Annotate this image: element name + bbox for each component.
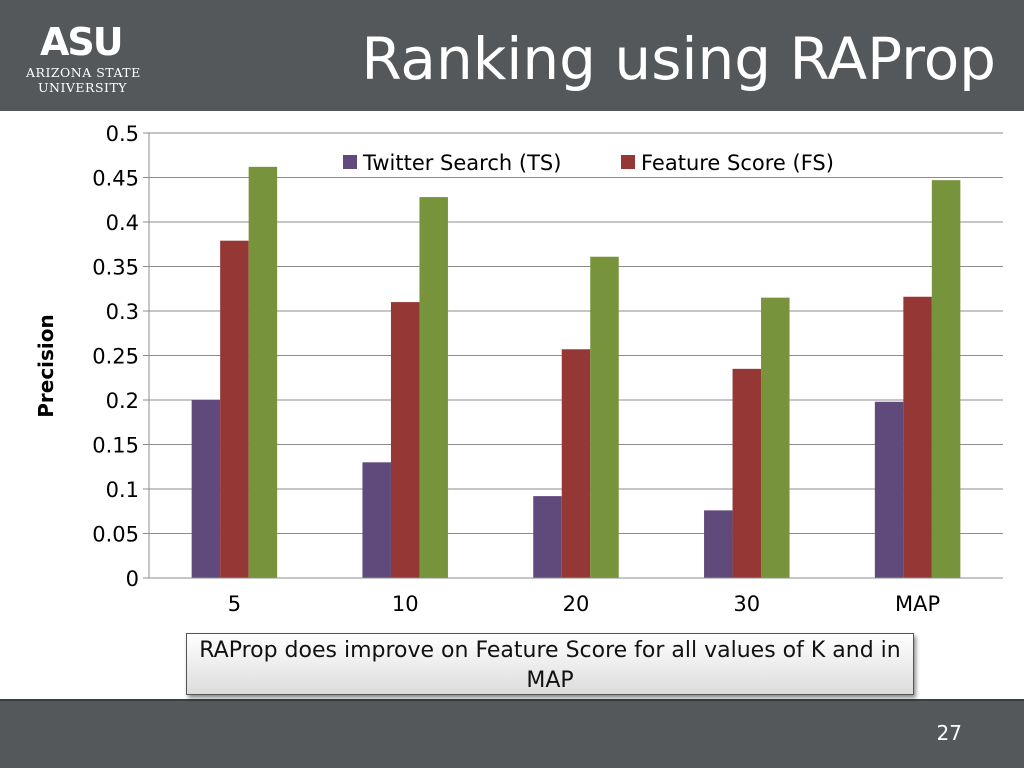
x-tick-label: 5 — [228, 592, 241, 616]
bar-chart: 0 0.05 0.1 0.15 0.2 0.25 0.3 0.35 0.4 0.45 0.5 5 10 2… — [34, 122, 1003, 616]
bar — [220, 240, 249, 578]
y-tick-label: 0.1 — [106, 478, 139, 502]
legend-swatch — [343, 155, 357, 169]
bar — [874, 401, 904, 578]
y-tick-label: 0.5 — [106, 122, 139, 146]
tick-labels: 0 0.05 0.1 0.15 0.2 0.25 0.3 0.35 0.4 0.45 0.5 5 10 2… — [92, 122, 940, 616]
axes — [143, 132, 1003, 579]
y-tick-label: 0.2 — [106, 389, 139, 413]
bar — [191, 400, 221, 578]
bar — [362, 462, 391, 578]
y-tick-label: 0.35 — [92, 256, 139, 280]
y-tick-label: 0 — [126, 567, 139, 591]
bar — [903, 296, 932, 578]
bar — [533, 496, 562, 578]
bar — [732, 368, 762, 578]
bar — [561, 349, 591, 578]
bars — [191, 166, 961, 579]
y-tick-label: 0.45 — [92, 167, 139, 191]
y-tick-label: 0.05 — [92, 523, 139, 547]
y-tick-label: 0.4 — [106, 211, 139, 235]
asu-logo-line1: Arizona State — [26, 65, 141, 80]
slide-title: Ranking using RAProp — [361, 25, 996, 93]
y-axis-label: Precision — [34, 314, 58, 418]
asu-logo-line2: University — [38, 80, 128, 95]
asu-logo: ASU Arizona State University — [26, 20, 140, 98]
bar — [704, 510, 733, 578]
bar — [390, 302, 420, 578]
y-tick-label: 0.15 — [92, 434, 139, 458]
bar — [419, 197, 448, 578]
y-tick-label: 0.25 — [92, 345, 139, 369]
x-tick-label: 30 — [733, 592, 760, 616]
asu-logo-mark: ASU — [40, 20, 124, 64]
bar — [248, 166, 278, 578]
x-tick-label: 20 — [563, 592, 590, 616]
callout-text: RAProp does improve on Feature Score for… — [199, 638, 901, 693]
legend-label: Feature Score (FS) — [641, 151, 834, 175]
callout-box: RAProp does improve on Feature Score for… — [186, 633, 914, 695]
bar — [761, 297, 790, 578]
x-tick-label: MAP — [895, 592, 940, 616]
slide-header: ASU Arizona State University Ranking usi… — [0, 0, 1024, 111]
legend-swatch — [621, 155, 635, 169]
page-number: 27 — [936, 721, 962, 745]
bar — [931, 180, 961, 579]
y-tick-label: 0.3 — [106, 300, 139, 324]
legend-label: Twitter Search (TS) — [362, 151, 561, 175]
x-tick-label: 10 — [392, 592, 419, 616]
slide-footer: 27 — [0, 699, 1024, 768]
legend: Twitter Search (TS) Feature Score (FS) — [343, 151, 834, 175]
bar — [590, 256, 619, 578]
